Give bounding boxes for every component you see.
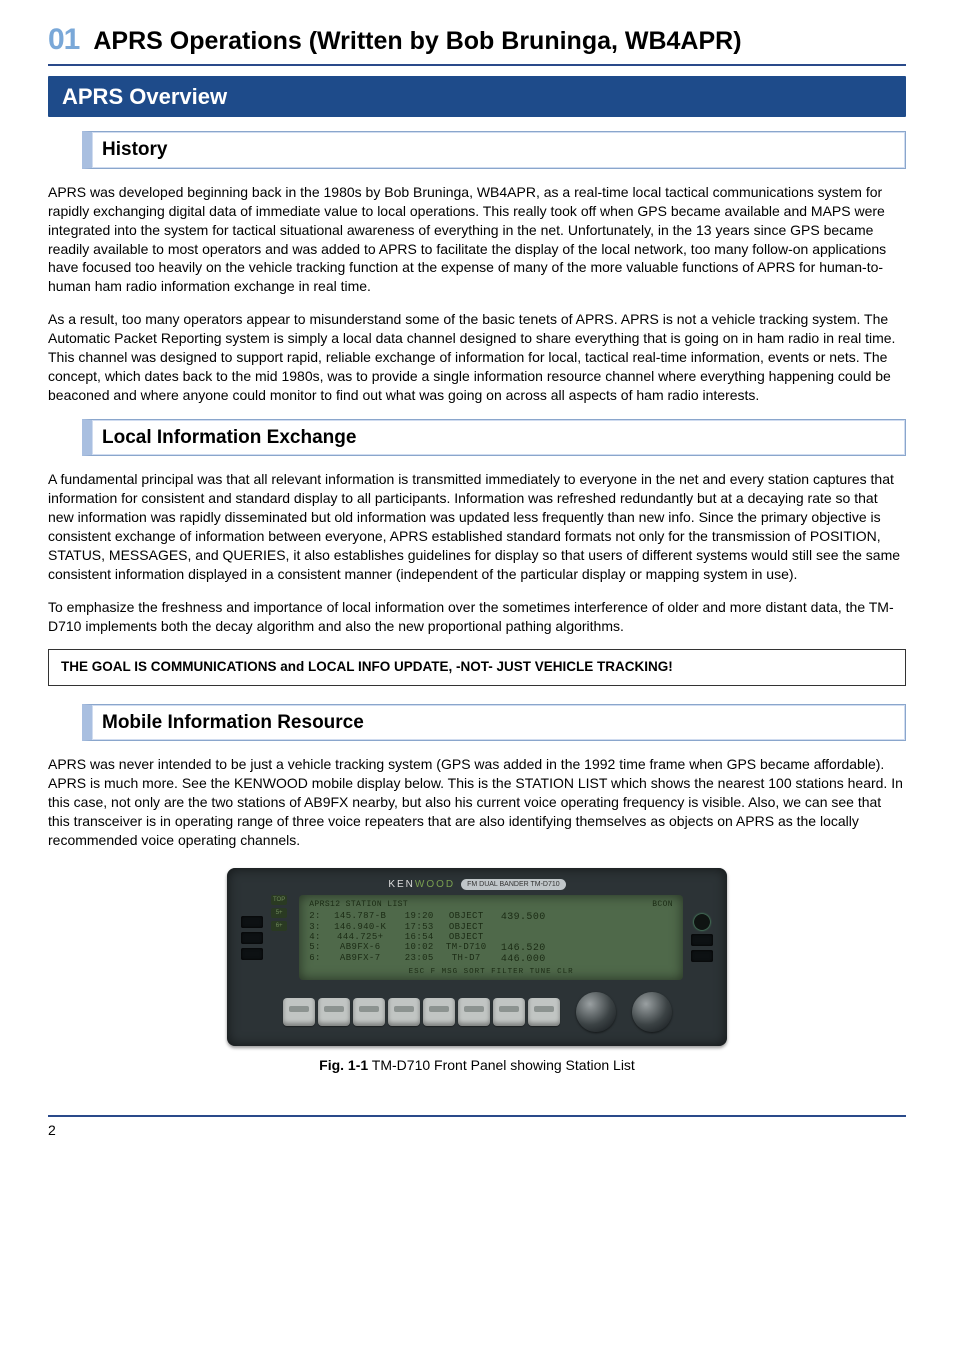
brand-prefix: KEN (388, 879, 415, 890)
lcd-header-right: BCON (652, 901, 673, 910)
figure-caption: Fig. 1-1 TM-D710 Front Panel showing Sta… (48, 1056, 906, 1075)
page-number: 2 (48, 1122, 56, 1138)
side-button[interactable] (241, 948, 263, 960)
subsection-heading: Local Information Exchange (102, 427, 356, 448)
subsection-localinfo: Local Information Exchange (82, 419, 906, 457)
side-button[interactable] (691, 934, 713, 946)
lcd-freq: 146.520 (497, 943, 549, 954)
power-button[interactable] (694, 914, 710, 930)
lcd-icon: TOP (271, 895, 287, 905)
lcd-cell: TH-D7 (443, 954, 489, 965)
chapter-title-text: APRS Operations (Written by Bob Bruninga… (93, 25, 741, 59)
radio-midsection: TOP 5+ 6+ APRS12 STATION LIST BCON 2: 14… (241, 895, 713, 980)
chapter-number: 01 (48, 20, 79, 61)
localinfo-p2: To emphasize the freshness and importanc… (48, 598, 906, 636)
radio-knob[interactable] (576, 992, 616, 1032)
section-title: APRS Overview (48, 76, 906, 118)
lcd-cell: AB9FX-7 (325, 954, 395, 965)
lcd-freq (497, 933, 549, 943)
radio-key[interactable] (458, 998, 490, 1026)
lcd-cell: 23:05 (403, 954, 435, 965)
radio-device: KENWOOD FM DUAL BANDER TM-D710 TOP 5+ 6+… (227, 868, 727, 1046)
lcd-icon: 6+ (271, 921, 287, 931)
lcd-row: 6: AB9FX-7 23:05 TH-D7 446.000 (309, 954, 673, 965)
chapter-title: 01 APRS Operations (Written by Bob Bruni… (48, 20, 906, 66)
page-footer-rule: 2 (48, 1115, 906, 1140)
lcd-side-icons: TOP 5+ 6+ (271, 895, 287, 980)
side-button[interactable] (241, 916, 263, 928)
radio-key[interactable] (388, 998, 420, 1026)
figure-label: Fig. 1-1 (319, 1057, 368, 1073)
lcd-icon: 5+ (271, 908, 287, 918)
radio-key[interactable] (493, 998, 525, 1026)
lcd-freq: 446.000 (497, 954, 549, 965)
radio-model: FM DUAL BANDER TM-D710 (461, 879, 566, 890)
side-button[interactable] (691, 950, 713, 962)
history-p1: APRS was developed beginning back in the… (48, 183, 906, 296)
left-side-buttons (241, 895, 263, 980)
brand-suffix: WOOD (415, 879, 455, 890)
radio-brand: KENWOOD (388, 878, 455, 892)
mobile-p1: APRS was never intended to be just a veh… (48, 755, 906, 849)
radio-lcd: APRS12 STATION LIST BCON 2: 145.787-B 19… (299, 895, 683, 980)
lcd-freq: 439.500 (497, 912, 549, 923)
lcd-header-left: APRS12 STATION LIST (309, 901, 408, 910)
radio-key[interactable] (528, 998, 560, 1026)
history-p2: As a result, too many operators appear t… (48, 310, 906, 404)
lcd-freq (497, 923, 549, 933)
figure-radio: KENWOOD FM DUAL BANDER TM-D710 TOP 5+ 6+… (48, 868, 906, 1075)
side-button[interactable] (241, 932, 263, 944)
radio-key[interactable] (283, 998, 315, 1026)
radio-knob[interactable] (632, 992, 672, 1032)
right-side-buttons (691, 895, 713, 980)
subsection-heading: History (102, 139, 167, 160)
radio-key[interactable] (318, 998, 350, 1026)
radio-brand-row: KENWOOD FM DUAL BANDER TM-D710 (241, 878, 713, 892)
radio-key[interactable] (353, 998, 385, 1026)
radio-key[interactable] (423, 998, 455, 1026)
lcd-cell: 6: (309, 954, 317, 965)
radio-keys (283, 998, 560, 1026)
localinfo-p1: A fundamental principal was that all rel… (48, 470, 906, 583)
subsection-mobile: Mobile Information Resource (82, 704, 906, 742)
radio-bottom-row (241, 992, 713, 1032)
figure-caption-text: TM-D710 Front Panel showing Station List (368, 1057, 635, 1073)
lcd-header: APRS12 STATION LIST BCON (309, 901, 673, 910)
goal-box: THE GOAL IS COMMUNICATIONS and LOCAL INF… (48, 649, 906, 685)
lcd-footer: ESC F MSG SORT FILTER TUNE CLR (309, 968, 673, 976)
subsection-history: History (82, 131, 906, 169)
subsection-heading: Mobile Information Resource (102, 712, 364, 733)
